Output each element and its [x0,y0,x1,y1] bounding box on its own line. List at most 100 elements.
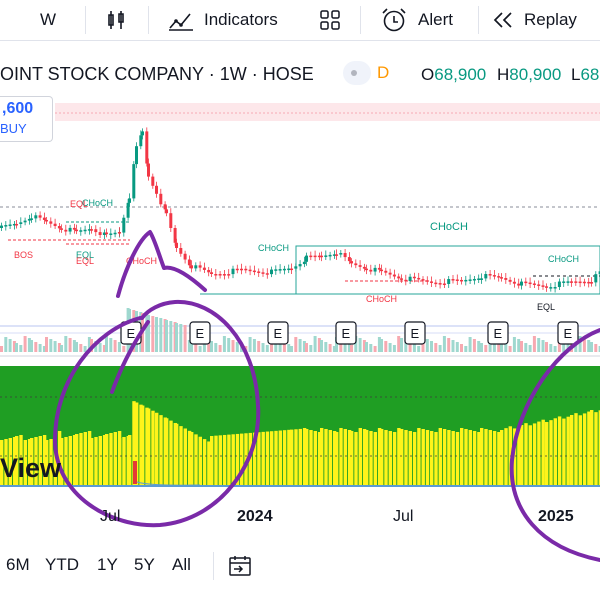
oscillator-bar [42,435,47,486]
volume-bar [497,340,501,352]
indicators-button[interactable]: Indicators [168,8,278,32]
oscillator-bar [590,410,594,486]
candle-body [412,276,416,279]
volume-bar [298,339,302,352]
oscillator-bar [545,422,549,486]
candle-body [155,185,158,194]
candle-body [362,266,366,269]
volume-bar [477,341,481,352]
range-ytd[interactable]: YTD [45,555,79,574]
candle-body [72,227,76,230]
volume-bar [451,340,455,352]
oscillator-bar [94,437,98,486]
goto-date-icon[interactable] [228,554,254,578]
candle-body [64,229,68,232]
candle-body [590,282,593,284]
volume-bar [72,340,76,352]
candle-body [587,281,591,284]
volume-bar [365,342,368,352]
volume-bar [562,339,566,352]
resistance-zone [55,103,600,121]
volume-bar [317,338,321,352]
volume-bar [512,337,516,352]
candle-body [358,265,362,267]
volume-bar [350,345,353,352]
oscillator-bar [98,436,102,486]
replay-button[interactable]: Replay [492,8,577,32]
oscillator-bar [438,428,442,486]
candle-body [430,281,433,283]
oscillator-bar [30,438,34,486]
candle-body [339,253,343,255]
candle-body [287,268,291,271]
osc-spike [133,461,137,484]
candle-body [19,222,23,224]
earnings-box [487,321,509,345]
oscillator-bar [135,402,139,486]
volume-bar [412,344,416,352]
earnings-label: E [411,326,420,341]
volume-bar [377,337,381,352]
candle-body [244,268,248,271]
candle-body [227,274,231,276]
oscillator-bar [408,431,412,486]
candle-body [468,279,472,281]
oscillator-bar [274,430,278,486]
candle-body [497,276,501,278]
range-1y[interactable]: 1Y [97,555,118,574]
candles-icon[interactable] [104,8,128,32]
volume-bar [105,336,108,352]
interval-button[interactable]: W [40,8,56,32]
earnings-label: E [494,326,503,341]
candle-body [68,227,72,232]
oscillator-bar [500,430,504,486]
candle-body [147,163,150,177]
candle-body [169,213,173,228]
volume-bar [442,336,446,352]
layouts-icon[interactable] [318,8,342,32]
range-all[interactable]: All [172,555,191,574]
candle-body [537,284,541,286]
toolbar-divider [148,6,149,34]
volume-bar [159,318,163,352]
candle-body [294,266,298,269]
oscillator-bar [480,428,484,486]
alert-button[interactable]: Alert [380,8,453,32]
candle-body [404,279,408,282]
candle-body [248,269,252,272]
choch-label-4: CHoCH [126,256,157,266]
candle-body [15,223,18,226]
volume-bar [8,339,12,352]
earnings-marker: E [267,321,289,345]
symbol-title[interactable]: OINT STOCK COMPANY · 1W · HOSE [0,64,314,84]
oscillator-bar [118,438,122,486]
earnings-box [404,321,426,345]
oscillator-bar [45,440,49,486]
candle-body [240,268,243,271]
interval-label: W [40,10,57,29]
delay-badge[interactable] [343,61,371,85]
earnings-label: E [274,326,283,341]
volume-bar [400,338,403,352]
choch-label-main: CHoCH [430,221,468,233]
earnings-box [557,321,579,345]
oscillator-bar [532,423,537,486]
candle-body [350,261,353,264]
candle-body [83,229,87,232]
candle-body [553,287,557,289]
volume-bar [45,337,48,352]
range-5y[interactable]: 5Y [134,555,155,574]
toolbar-divider [478,6,479,34]
oscillator-bar [517,426,521,486]
range-6m[interactable]: 6M [6,555,30,574]
candle-body [27,218,31,221]
volume-bar [578,336,582,352]
oscillator-bar [520,425,524,486]
oscillator-bar [317,432,322,486]
buy-price-box[interactable]: ,600 BUY [0,96,53,142]
candle-body [4,225,8,227]
candle-body [113,232,117,235]
oscillator-bar [68,436,72,486]
